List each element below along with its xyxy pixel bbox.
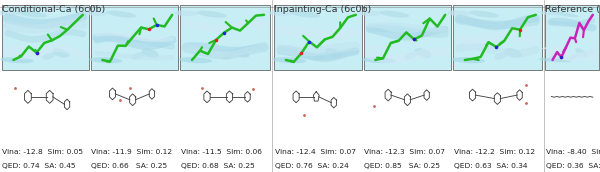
Ellipse shape xyxy=(222,52,235,60)
Text: QED: 0.76  SA: 0.24: QED: 0.76 SA: 0.24 xyxy=(275,163,349,169)
Bar xyxy=(545,5,599,70)
Ellipse shape xyxy=(196,11,227,18)
Text: QED: 0.68  SA: 0.25: QED: 0.68 SA: 0.25 xyxy=(181,163,254,169)
Ellipse shape xyxy=(456,45,485,50)
Ellipse shape xyxy=(42,52,55,60)
Bar xyxy=(364,5,451,70)
Ellipse shape xyxy=(175,10,197,16)
Text: Vina: -12.4  Sim: 0.07: Vina: -12.4 Sim: 0.07 xyxy=(275,149,356,155)
Ellipse shape xyxy=(550,11,578,17)
Ellipse shape xyxy=(494,52,508,60)
Text: Vina: -11.9  Sim: 0.12: Vina: -11.9 Sim: 0.12 xyxy=(91,149,172,155)
Ellipse shape xyxy=(469,11,499,18)
Text: Vina: -11.5  Sim: 0.06: Vina: -11.5 Sim: 0.06 xyxy=(181,149,262,155)
Ellipse shape xyxy=(85,10,108,16)
Text: QED: 0.66   SA: 0.25: QED: 0.66 SA: 0.25 xyxy=(91,163,167,169)
Ellipse shape xyxy=(142,48,158,58)
Ellipse shape xyxy=(89,57,122,63)
Bar xyxy=(91,5,178,70)
Ellipse shape xyxy=(106,11,136,18)
Ellipse shape xyxy=(273,57,306,63)
Ellipse shape xyxy=(538,11,560,15)
Text: QED: 0.85   SA: 0.25: QED: 0.85 SA: 0.25 xyxy=(364,163,440,169)
Ellipse shape xyxy=(358,10,381,16)
Ellipse shape xyxy=(505,48,522,58)
Ellipse shape xyxy=(131,52,145,60)
Ellipse shape xyxy=(94,45,122,50)
Ellipse shape xyxy=(277,45,306,50)
Ellipse shape xyxy=(0,57,34,63)
Ellipse shape xyxy=(269,10,292,16)
Bar xyxy=(453,5,542,70)
Ellipse shape xyxy=(415,48,431,58)
Bar xyxy=(2,5,89,70)
Text: Inpainting-Ca (6c0b): Inpainting-Ca (6c0b) xyxy=(274,5,371,14)
Text: Vina: -12.3  Sim: 0.07: Vina: -12.3 Sim: 0.07 xyxy=(364,149,445,155)
Ellipse shape xyxy=(290,11,320,18)
Ellipse shape xyxy=(325,48,342,58)
Text: Vina: -8.40  Sim: 1: Vina: -8.40 Sim: 1 xyxy=(546,149,600,155)
Text: QED: 0.63  SA: 0.34: QED: 0.63 SA: 0.34 xyxy=(454,163,527,169)
Text: Reference (6c0b): Reference (6c0b) xyxy=(545,5,600,14)
Ellipse shape xyxy=(179,57,212,63)
Ellipse shape xyxy=(379,11,409,18)
Ellipse shape xyxy=(452,57,485,63)
Ellipse shape xyxy=(4,45,34,50)
Ellipse shape xyxy=(575,48,588,58)
Bar xyxy=(274,5,362,70)
Text: Vina: -12.8  Sim: 0.05: Vina: -12.8 Sim: 0.05 xyxy=(2,149,83,155)
Ellipse shape xyxy=(315,52,328,60)
Ellipse shape xyxy=(448,10,470,16)
Ellipse shape xyxy=(183,45,212,50)
Text: Conditional-Ca (6c0b): Conditional-Ca (6c0b) xyxy=(2,5,105,14)
Ellipse shape xyxy=(362,57,395,63)
Ellipse shape xyxy=(542,46,570,49)
Ellipse shape xyxy=(404,52,418,60)
Ellipse shape xyxy=(569,52,579,60)
Ellipse shape xyxy=(17,11,47,18)
Bar xyxy=(180,5,270,70)
Ellipse shape xyxy=(232,48,250,58)
Ellipse shape xyxy=(52,48,70,58)
Text: QED: 0.36  SA: 0.89: QED: 0.36 SA: 0.89 xyxy=(546,163,600,169)
Ellipse shape xyxy=(0,10,19,16)
Text: QED: 0.74  SA: 0.45: QED: 0.74 SA: 0.45 xyxy=(2,163,76,169)
Text: Vina: -12.2  Sim: 0.12: Vina: -12.2 Sim: 0.12 xyxy=(454,149,535,155)
Ellipse shape xyxy=(538,58,571,62)
Ellipse shape xyxy=(367,45,395,50)
